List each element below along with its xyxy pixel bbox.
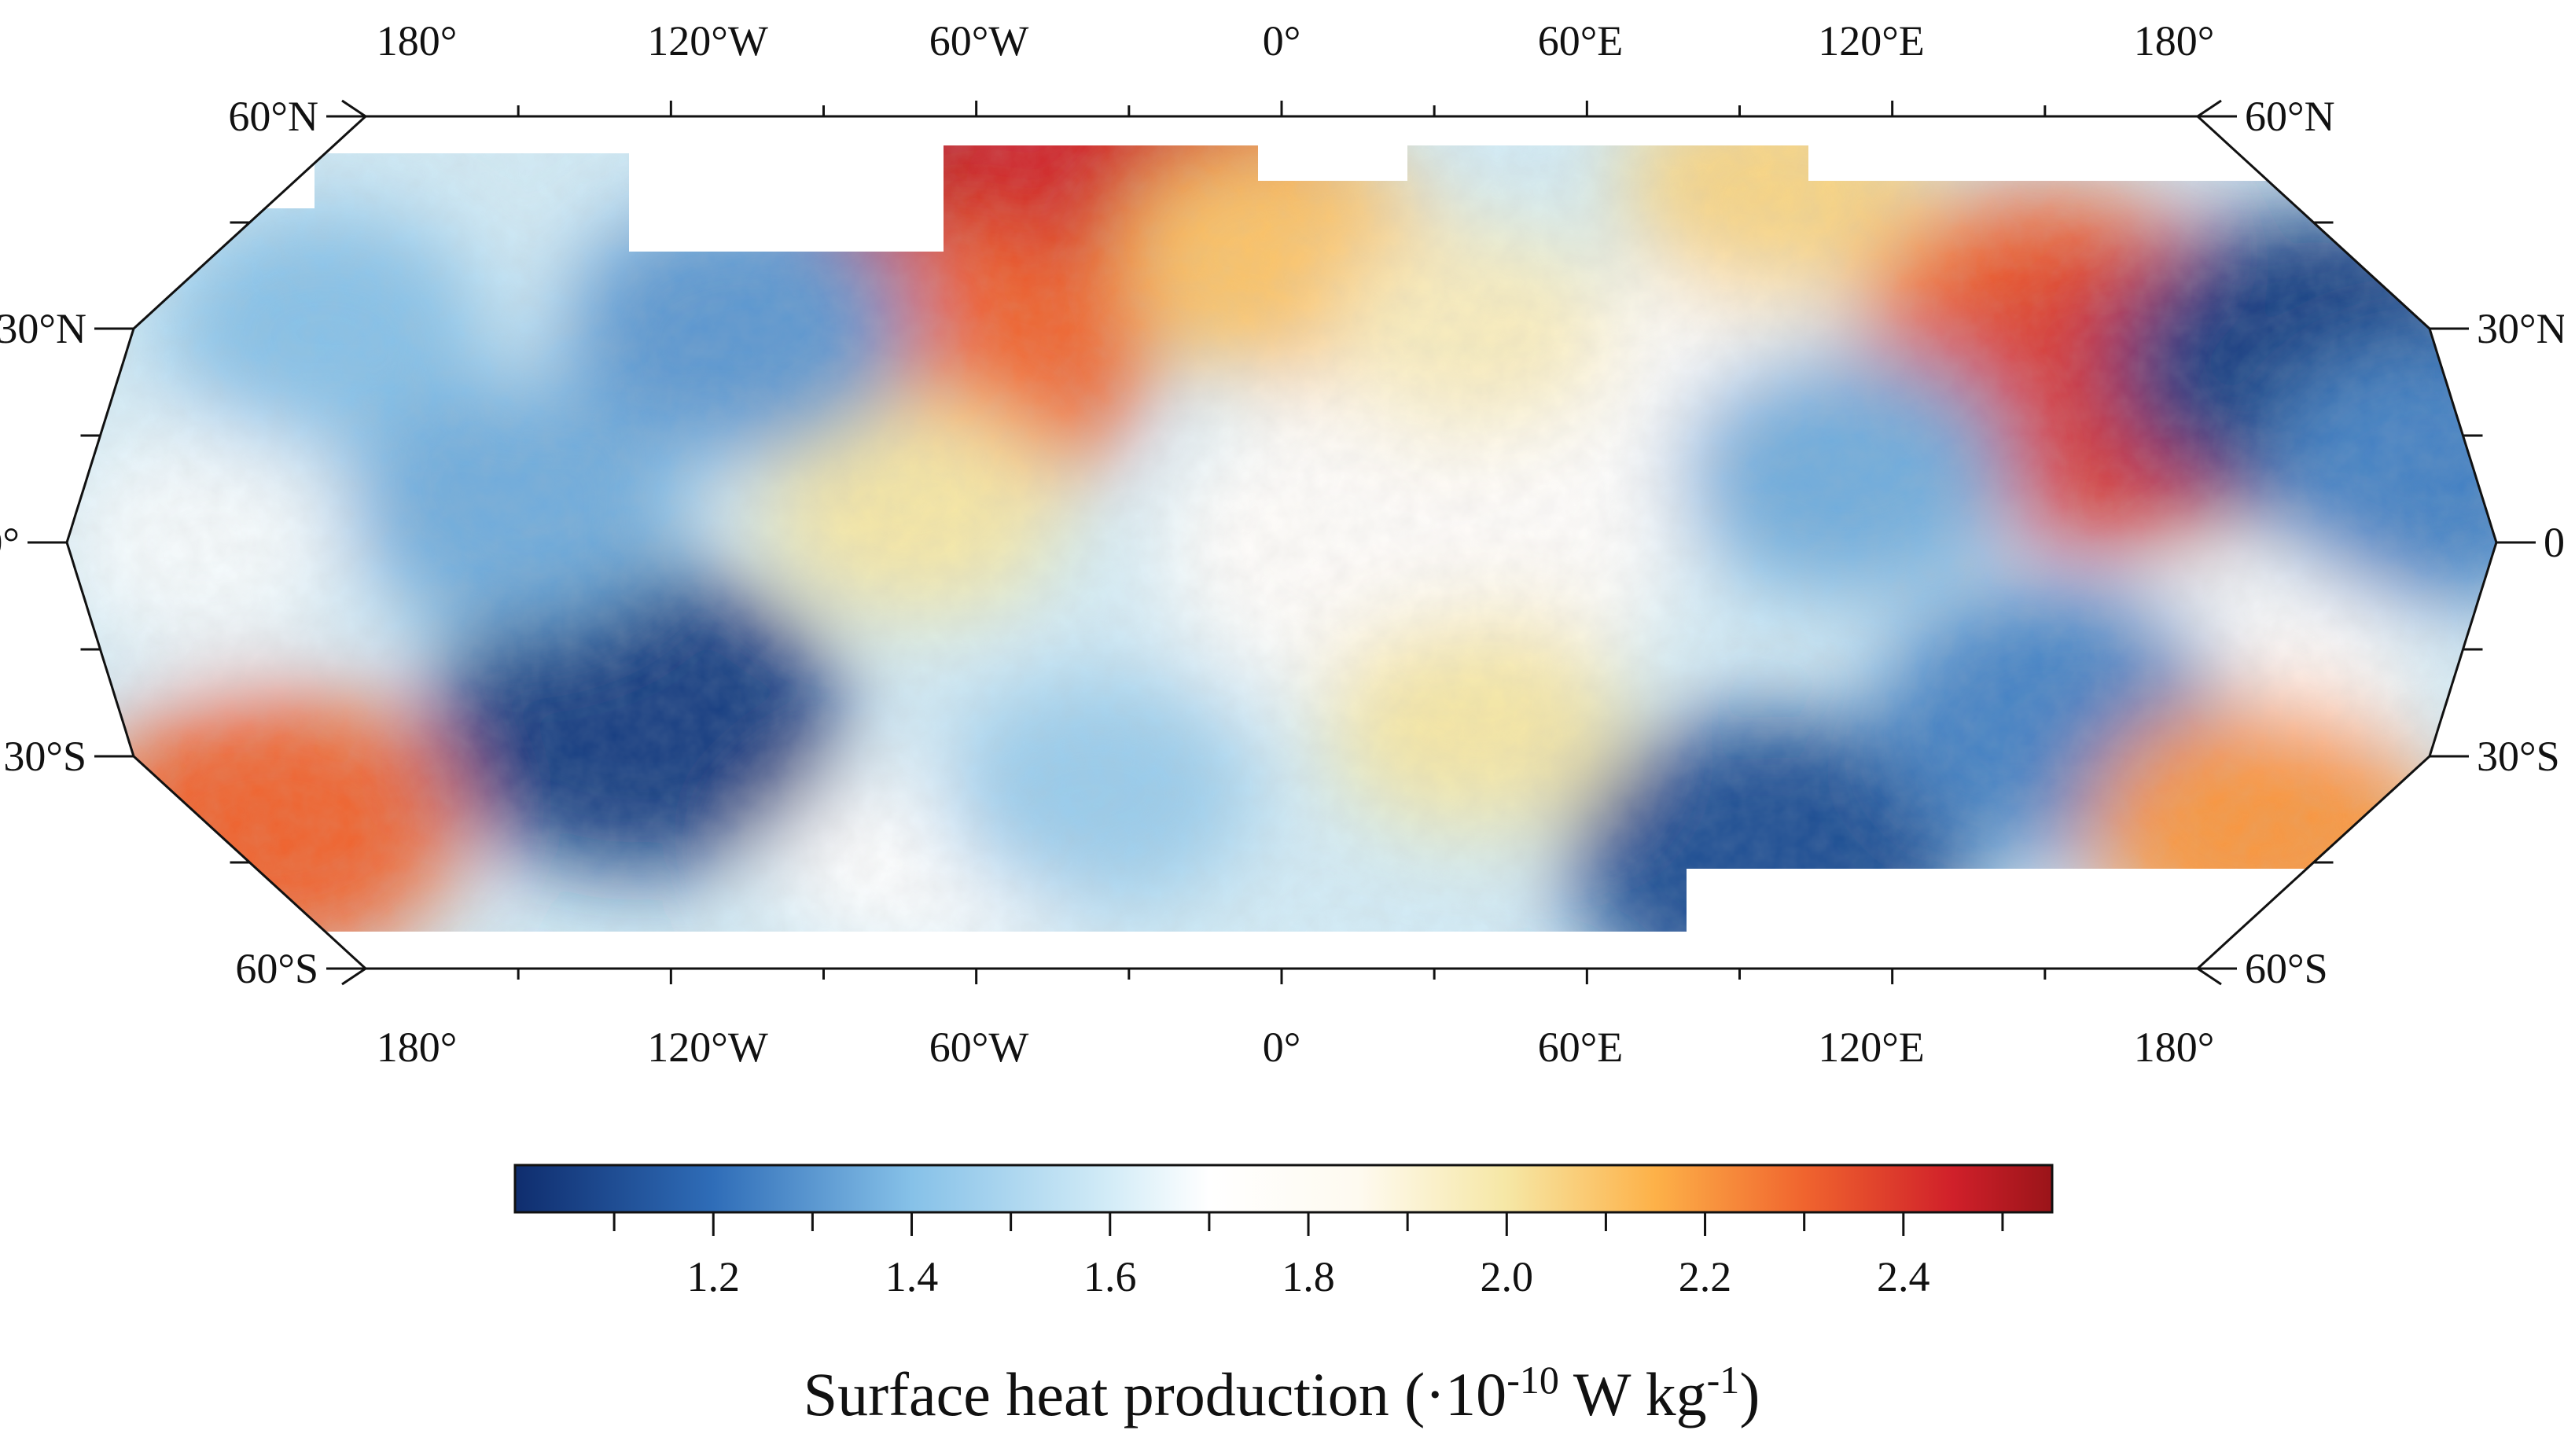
lon-label-bottom: 180° <box>377 1024 458 1071</box>
colorbar: 1.2 1.4 1.6 1.8 2.0 2.2 2.4 Surface heat produ… <box>513 1164 2054 1428</box>
lon-tick-top <box>2197 99 2222 118</box>
lon-label-top: 180° <box>377 17 458 64</box>
no-data-region <box>1258 116 1407 181</box>
lat-label-right: 30°S <box>2477 733 2560 780</box>
lon-label-bottom: 60°W <box>929 1024 1029 1071</box>
lon-label-top: 60°E <box>1538 17 1624 64</box>
colorbar-ticks: 1.2 1.4 1.6 1.8 2.0 2.2 2.4 <box>612 1212 2004 1300</box>
colorbar-title: Surface heat production (·10-10 W kg-1) <box>804 1358 1760 1428</box>
lat-label-left: 60°S <box>235 945 318 992</box>
lat-label-right: 0° <box>2544 519 2564 566</box>
lon-tick-top <box>341 99 366 118</box>
lon-label-bottom: 180° <box>2134 1024 2215 1071</box>
colorbar-tick-label: 1.4 <box>885 1253 939 1300</box>
lon-label-top: 120°E <box>1818 17 1925 64</box>
map-ticks <box>28 99 2536 986</box>
lon-label-bottom: 120°W <box>647 1024 768 1071</box>
lat-label-left: 60°N <box>228 93 318 140</box>
lat-label-left: 0° <box>0 519 20 566</box>
lon-label-top: 180° <box>2134 17 2215 64</box>
lat-label-right: 60°N <box>2245 93 2335 140</box>
lon-tick-bottom <box>341 967 366 986</box>
lon-label-top: 120°W <box>647 17 768 64</box>
no-data-region <box>1687 869 2496 969</box>
colorbar-tick-label: 2.0 <box>1481 1253 1534 1300</box>
colorbar-gradient <box>513 1164 2054 1214</box>
lat-label-left: 30°N <box>0 305 86 352</box>
no-data-region <box>629 116 944 252</box>
lon-label-bottom: 120°E <box>1818 1024 1925 1071</box>
colorbar-tick-label: 1.8 <box>1282 1253 1335 1300</box>
colorbar-tick-label: 2.4 <box>1877 1253 1930 1300</box>
no-data-region <box>1407 116 1808 145</box>
lon-label-bottom: 0° <box>1263 1024 1301 1071</box>
colorbar-tick-label: 1.2 <box>687 1253 741 1300</box>
colorbar-tick-label: 1.6 <box>1083 1253 1137 1300</box>
no-data-region <box>1808 116 2496 181</box>
lat-label-right: 60°S <box>2245 945 2328 992</box>
map-labels: 180° 180° 120°W 120°W 60°W 60°W 0° 0° 60°E 60°E 12… <box>0 17 2564 1071</box>
lon-label-top: 60°W <box>929 17 1029 64</box>
lat-label-right: 30°N <box>2477 305 2564 352</box>
colorbar-tick-label: 2.2 <box>1679 1253 1732 1300</box>
no-data-region <box>928 116 1258 145</box>
lon-label-top: 0° <box>1263 17 1301 64</box>
lon-label-bottom: 60°E <box>1538 1024 1624 1071</box>
lon-tick-bottom <box>2197 967 2222 986</box>
lat-label-left: 30°S <box>3 733 86 780</box>
